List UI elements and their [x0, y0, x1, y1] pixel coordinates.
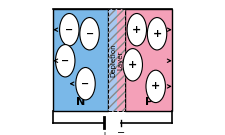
- Text: N: N: [76, 97, 85, 107]
- Bar: [125, 9, 172, 111]
- Ellipse shape: [147, 18, 167, 50]
- Bar: [108, 9, 117, 111]
- Ellipse shape: [123, 49, 142, 81]
- Ellipse shape: [80, 18, 99, 50]
- Text: −: −: [117, 128, 125, 135]
- Text: +: +: [151, 81, 160, 91]
- Bar: [117, 9, 125, 111]
- Text: −: −: [86, 29, 94, 39]
- Ellipse shape: [76, 68, 95, 100]
- Text: +: +: [128, 60, 137, 70]
- Ellipse shape: [127, 14, 146, 46]
- Text: +: +: [132, 25, 142, 35]
- Text: +: +: [152, 29, 162, 39]
- Text: −: −: [65, 25, 73, 35]
- Ellipse shape: [56, 45, 75, 77]
- Text: −: −: [61, 56, 69, 66]
- Text: −: −: [81, 79, 90, 89]
- Bar: [108, 9, 125, 111]
- Text: +: +: [100, 131, 108, 135]
- Bar: [108, 9, 125, 111]
- Ellipse shape: [146, 70, 165, 103]
- Text: Depletion
Layer: Depletion Layer: [110, 43, 123, 77]
- Ellipse shape: [60, 14, 79, 46]
- Text: P: P: [144, 97, 153, 107]
- Bar: [53, 9, 108, 111]
